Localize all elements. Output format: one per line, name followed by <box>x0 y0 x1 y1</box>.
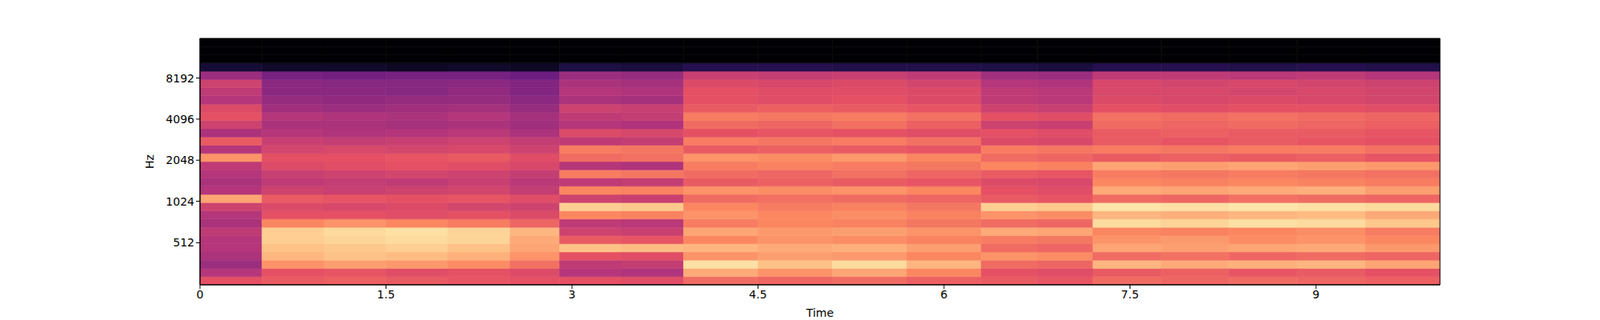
svg-text:8192: 8192 <box>165 72 195 85</box>
svg-text:7.5: 7.5 <box>1120 288 1139 301</box>
svg-text:3: 3 <box>568 288 576 301</box>
svg-text:1024: 1024 <box>165 195 195 208</box>
svg-text:Time: Time <box>805 306 834 320</box>
svg-text:Hz: Hz <box>143 154 156 169</box>
svg-text:9: 9 <box>1312 288 1320 301</box>
svg-text:4.5: 4.5 <box>748 288 767 301</box>
svg-text:2048: 2048 <box>165 153 195 167</box>
svg-text:1.5: 1.5 <box>376 288 395 301</box>
svg-text:6: 6 <box>940 288 948 301</box>
svg-text:4096: 4096 <box>165 112 195 126</box>
svg-text:512: 512 <box>172 236 195 249</box>
svg-text:0: 0 <box>196 288 204 301</box>
